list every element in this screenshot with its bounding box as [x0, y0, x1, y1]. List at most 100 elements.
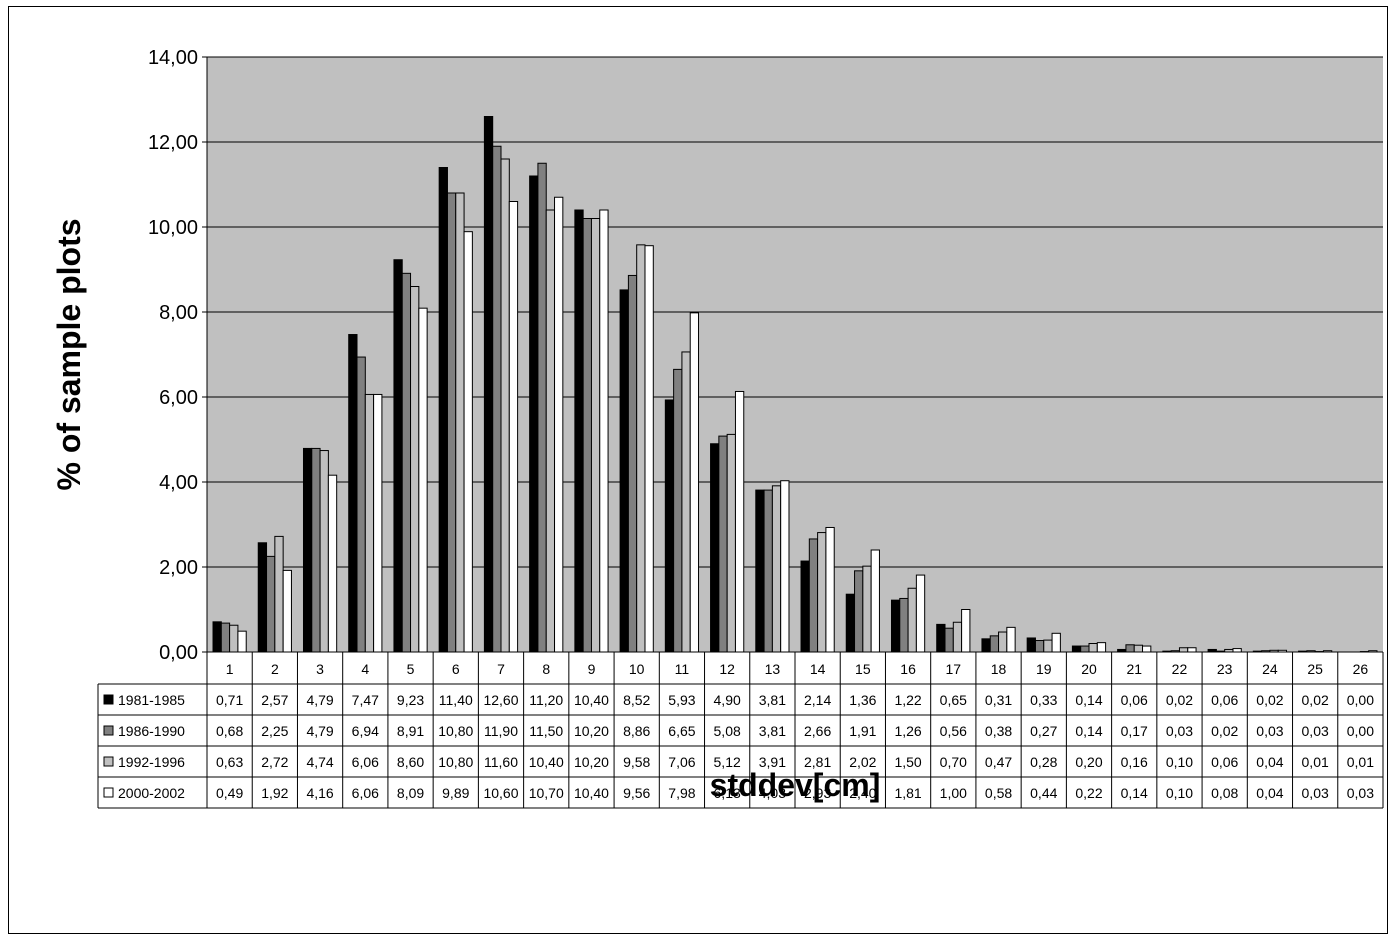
bar [961, 609, 971, 653]
data-label: 11,90 [484, 723, 518, 739]
bar [599, 209, 609, 653]
bar [582, 218, 592, 653]
data-label: 11,20 [529, 692, 563, 708]
data-label: 0,44 [1030, 785, 1057, 801]
bar [907, 587, 917, 653]
bar [311, 447, 321, 653]
bar [266, 555, 276, 653]
data-label: 1,00 [940, 785, 967, 801]
bar [862, 565, 872, 653]
bar [763, 489, 773, 653]
category-label: 5 [407, 661, 415, 677]
legend-swatch [103, 756, 114, 767]
data-label: 8,52 [623, 692, 650, 708]
category-label: 25 [1307, 661, 1323, 677]
data-label: 10,80 [438, 723, 473, 739]
bar [1026, 637, 1036, 653]
data-label: 1,50 [894, 754, 921, 770]
data-label: 2,02 [849, 754, 876, 770]
data-label: 9,58 [623, 754, 650, 770]
data-label: 11,40 [439, 692, 473, 708]
bar [627, 274, 638, 653]
data-label: 0,02 [1211, 723, 1238, 739]
bar [229, 624, 239, 653]
data-table: 1 2 3 4 5 6 7 8 9 10 11 12 13 14 15 16 17 18 19 20 21 22 23 24 2… [97, 651, 1384, 809]
bar [302, 447, 313, 653]
category-label: 16 [900, 661, 916, 677]
category-label: 21 [1126, 661, 1142, 677]
data-label: 0,28 [1030, 754, 1057, 770]
data-label: 0,14 [1121, 785, 1148, 801]
y-tick-label: 0,00 [159, 642, 198, 664]
data-label: 0,10 [1166, 785, 1193, 801]
category-label: 7 [497, 661, 505, 677]
data-label: 0,68 [216, 723, 243, 739]
category-label: 2 [271, 661, 279, 677]
bar [989, 635, 1000, 653]
data-label: 6,06 [352, 754, 379, 770]
bar [734, 390, 745, 653]
data-label: 0,56 [940, 723, 967, 739]
data-label: 0,63 [216, 754, 243, 770]
bar [854, 570, 864, 653]
data-label: 0,10 [1166, 754, 1193, 770]
data-label: 1,81 [894, 785, 921, 801]
data-label: 0,38 [985, 723, 1012, 739]
bar [257, 542, 268, 653]
data-label: 9,56 [623, 785, 650, 801]
data-label: 2,14 [804, 692, 831, 708]
data-label: 10,40 [529, 754, 564, 770]
bar [825, 526, 835, 653]
y-tick-label: 10,00 [148, 217, 198, 239]
data-label: 5,08 [714, 723, 741, 739]
data-label: 0,03 [1347, 785, 1374, 801]
bar [808, 538, 819, 653]
data-label: 0,58 [985, 785, 1012, 801]
bar [952, 621, 963, 653]
bar [483, 116, 494, 653]
bar [410, 286, 420, 653]
bar [455, 192, 465, 653]
data-label: 7,47 [352, 692, 379, 708]
bar [1133, 644, 1144, 653]
data-label: 11,50 [529, 723, 563, 739]
bar [1043, 639, 1053, 653]
bar [936, 623, 946, 653]
bar [681, 351, 691, 653]
bar [800, 560, 810, 653]
bar [689, 312, 700, 653]
data-label: 10,40 [574, 785, 609, 801]
data-label: 8,09 [397, 785, 424, 801]
data-label: 0,01 [1302, 754, 1329, 770]
y-tick-label: 4,00 [159, 472, 198, 494]
bar [817, 532, 827, 653]
bar [274, 535, 284, 653]
bar [998, 631, 1008, 653]
bar [393, 259, 403, 653]
bar [537, 162, 547, 653]
data-label: 10,70 [529, 785, 564, 801]
data-label: 1,36 [849, 692, 876, 708]
category-label: 1 [226, 661, 234, 677]
bar [1034, 640, 1045, 653]
bar [710, 443, 720, 653]
category-label: 15 [855, 661, 871, 677]
data-label: 2,72 [261, 754, 288, 770]
bar [1142, 645, 1152, 653]
bar [212, 621, 222, 653]
category-label: 8 [542, 661, 550, 677]
bar [636, 244, 646, 653]
y-tick-label: 12,00 [148, 132, 198, 154]
y-tick-label: 8,00 [159, 302, 198, 324]
bar [418, 307, 428, 653]
data-label: 0,02 [1166, 692, 1193, 708]
data-label: 2,57 [261, 692, 288, 708]
legend-swatch [103, 787, 114, 798]
bar [508, 201, 519, 653]
data-label: 4,79 [306, 692, 333, 708]
bar [1088, 643, 1098, 653]
data-label: 7,06 [668, 754, 695, 770]
data-label: 4,74 [306, 754, 333, 770]
bar [644, 245, 654, 653]
